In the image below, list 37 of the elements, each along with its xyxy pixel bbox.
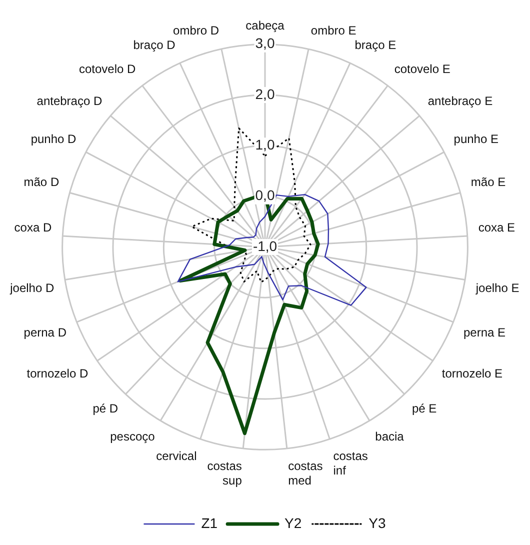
spoke-label: joelho D xyxy=(9,281,54,296)
spoke-label: punho E xyxy=(454,132,499,146)
y-tick-label: 0,0 xyxy=(255,187,275,204)
spoke-label: mão D xyxy=(24,174,60,189)
spoke-label: cotovelo D xyxy=(78,62,136,76)
spoke-label: costas sup xyxy=(207,458,242,488)
spoke-label: cabeça xyxy=(246,18,285,32)
spoke-label: perna D xyxy=(24,326,67,340)
spoke-label: braço D xyxy=(133,38,176,52)
legend-label: Y2 xyxy=(284,514,302,531)
spoke-label: tornozelo E xyxy=(442,366,503,380)
spoke-label: costas med xyxy=(288,458,323,488)
spoke-label: tornozelo D xyxy=(26,366,88,380)
spoke-label: perna E xyxy=(464,326,506,340)
spoke-label: bacia xyxy=(375,430,404,444)
spoke-label: costas inf xyxy=(333,449,368,478)
spoke-label: pescoço xyxy=(110,430,156,444)
spoke-label: ombro D xyxy=(173,23,220,38)
spoke-label: pé E xyxy=(412,402,437,416)
spoke-label: punho D xyxy=(30,132,77,146)
spoke-label: mão E xyxy=(470,174,506,189)
y-tick-label: 3,0 xyxy=(255,35,275,52)
spoke-label: coxa E xyxy=(478,220,516,235)
spoke-label: antebraço D xyxy=(36,94,102,108)
spoke-label: joelho E xyxy=(474,281,520,296)
legend-label: Y3 xyxy=(368,514,386,531)
legend-label: Z1 xyxy=(201,514,218,531)
y-tick-label: 1,0 xyxy=(255,136,275,153)
spoke-label: ombro E xyxy=(310,23,356,38)
spoke-label: pé D xyxy=(92,402,118,416)
spoke-label: cervical xyxy=(156,449,197,464)
spoke-label: coxa D xyxy=(14,220,52,235)
spoke-label: braço E xyxy=(354,38,396,52)
y-tick-label: 2,0 xyxy=(255,86,275,102)
spoke-label: cotovelo E xyxy=(394,62,450,76)
y-tick-label: -1,0 xyxy=(252,238,278,254)
spoke-label: antebraço E xyxy=(428,94,493,108)
